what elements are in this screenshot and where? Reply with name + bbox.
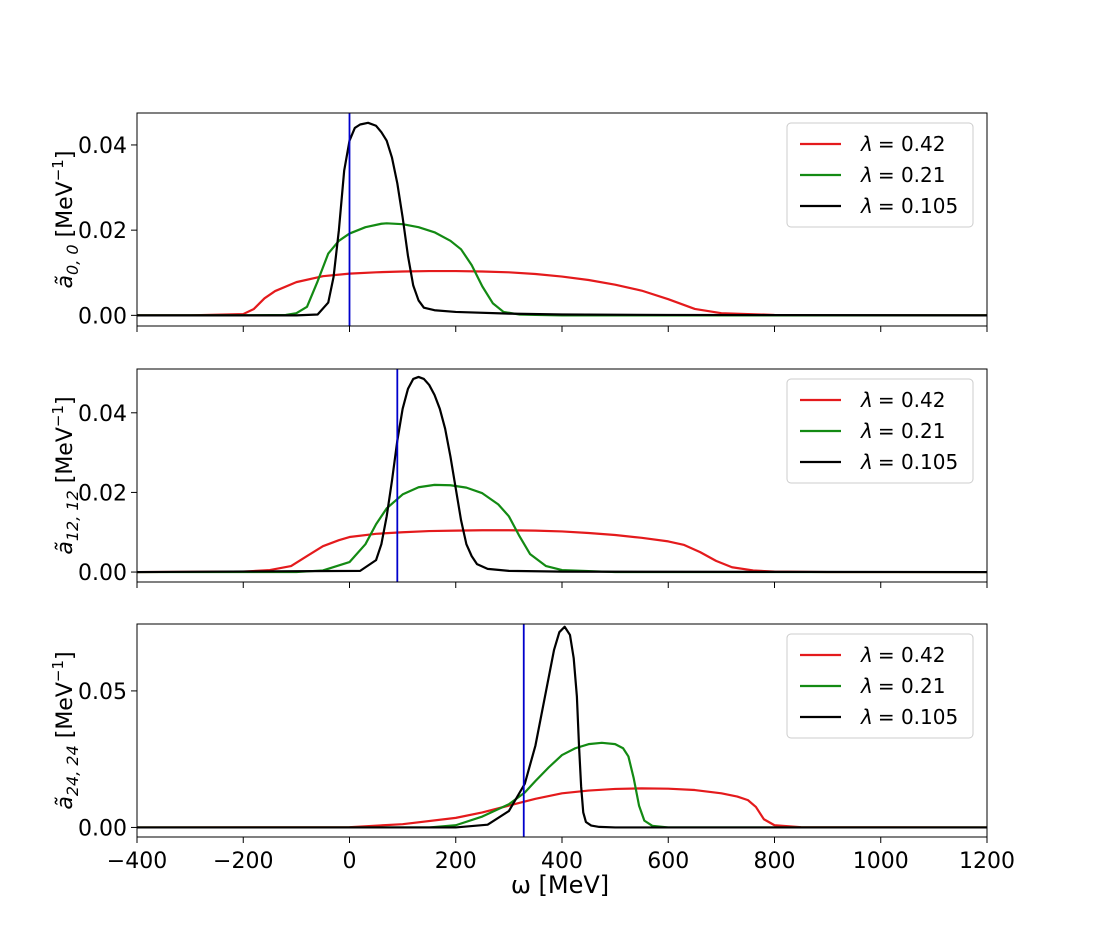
series-line-2 — [137, 222, 987, 317]
legend-entry-label: λ = 0.21 — [860, 419, 946, 443]
legend-entry-symbol: λ — [860, 643, 873, 667]
series-line-2 — [137, 483, 987, 574]
y-axis-label-subscript: 12, 12 — [63, 490, 82, 541]
y-axis-label-superscript: −1 — [49, 405, 67, 427]
series-line-3 — [137, 625, 987, 829]
y-axis-label-close: ] — [53, 651, 78, 660]
legend-entry-symbol: λ — [860, 163, 873, 187]
legend-entry-label: λ = 0.105 — [860, 705, 958, 729]
y-axis-label-symbol: ã — [53, 796, 78, 809]
series-line-2 — [137, 741, 987, 829]
legend: λ = 0.42λ = 0.21λ = 0.105 — [786, 633, 974, 739]
y-tick-label: 0.05 — [78, 680, 127, 705]
legend-entry-symbol: λ — [860, 132, 873, 156]
legend-entry-value: = 0.42 — [878, 132, 946, 156]
y-tick-label: 0.00 — [78, 561, 127, 586]
legend-entry-value: = 0.105 — [878, 705, 958, 729]
legend-entry-value: = 0.42 — [878, 388, 946, 412]
legend-box — [786, 122, 974, 228]
y-axis-label: ã0, 0 [MeV−1] — [49, 151, 82, 289]
panel-3: 0.00 0.05 −400 −200 0 200 400 600 800 1000 1200 ã24… — [49, 623, 1015, 874]
legend-entry-symbol: λ — [860, 194, 873, 218]
x-tick-label: −400 — [107, 849, 167, 874]
x-tick-label: 600 — [647, 849, 689, 874]
x-tick-label: 200 — [435, 849, 477, 874]
y-axis-label-unit: [MeV — [53, 682, 78, 745]
legend-entry-symbol: λ — [860, 388, 873, 412]
legend-entry-label: λ = 0.42 — [860, 643, 946, 667]
legend-entry-symbol: λ — [860, 674, 873, 698]
legend-entry-value: = 0.42 — [878, 643, 946, 667]
legend-entry-symbol: λ — [860, 419, 873, 443]
legend-entry-label: λ = 0.42 — [860, 132, 946, 156]
legend-entry-value: = 0.105 — [878, 194, 958, 218]
y-axis-label-subscript: 24, 24 — [63, 745, 82, 796]
series-line-3 — [137, 121, 987, 317]
x-tick-label: −200 — [213, 849, 273, 874]
series-group — [137, 375, 987, 574]
y-axis-label: ã24, 24 [MeV−1] — [49, 651, 82, 809]
y-axis-label: ã12, 12 [MeV−1] — [49, 396, 82, 554]
legend-entry-label: λ = 0.105 — [860, 450, 958, 474]
legend-entry-symbol: λ — [860, 705, 873, 729]
series-line-1 — [137, 529, 987, 574]
y-tick-label: 0.02 — [78, 481, 127, 506]
y-axis-label-close: ] — [53, 396, 78, 405]
legend-entry-symbol: λ — [860, 450, 873, 474]
y-axis-label-unit: [MeV — [53, 427, 78, 490]
y-axis-label-symbol: ã — [53, 541, 78, 554]
legend: λ = 0.42λ = 0.21λ = 0.105 — [786, 378, 974, 484]
y-axis-label-close: ] — [53, 151, 78, 160]
x-tick-label: 1200 — [959, 849, 1015, 874]
series-group — [137, 625, 987, 829]
legend-entry-label: λ = 0.21 — [860, 674, 946, 698]
y-tick-label: 0.04 — [78, 134, 127, 159]
x-tick-label: 1000 — [853, 849, 909, 874]
y-tick-label: 0.02 — [78, 219, 127, 244]
y-tick-label: 0.04 — [78, 402, 127, 427]
y-axis-label-symbol: ã — [53, 275, 78, 288]
legend-box — [786, 633, 974, 739]
legend-entry-value: = 0.21 — [878, 163, 946, 187]
y-tick-label: 0.00 — [78, 304, 127, 329]
legend-entry-value: = 0.21 — [878, 419, 946, 443]
series-line-1 — [137, 787, 987, 829]
x-tick-label: 400 — [541, 849, 583, 874]
legend-entry-label: λ = 0.42 — [860, 388, 946, 412]
y-axis-label-superscript: −1 — [49, 660, 67, 682]
series-line-1 — [137, 269, 987, 317]
y-axis-label-superscript: −1 — [49, 159, 67, 181]
y-tick-label: 0.00 — [78, 816, 127, 841]
x-tick-label: 0 — [343, 849, 357, 874]
y-axis-label-unit: [MeV — [53, 181, 78, 244]
x-axis-label: ω [MeV] — [511, 871, 609, 899]
legend: λ = 0.42λ = 0.21λ = 0.105 — [786, 122, 974, 228]
series-group — [137, 121, 987, 317]
legend-box — [786, 378, 974, 484]
legend-entry-value: = 0.105 — [878, 450, 958, 474]
y-axis-label-subscript: 0, 0 — [63, 244, 82, 275]
legend-entry-value: = 0.21 — [878, 674, 946, 698]
legend-entry-label: λ = 0.105 — [860, 194, 958, 218]
legend-entry-label: λ = 0.21 — [860, 163, 946, 187]
series-line-3 — [137, 375, 987, 574]
x-tick-label: 800 — [754, 849, 796, 874]
